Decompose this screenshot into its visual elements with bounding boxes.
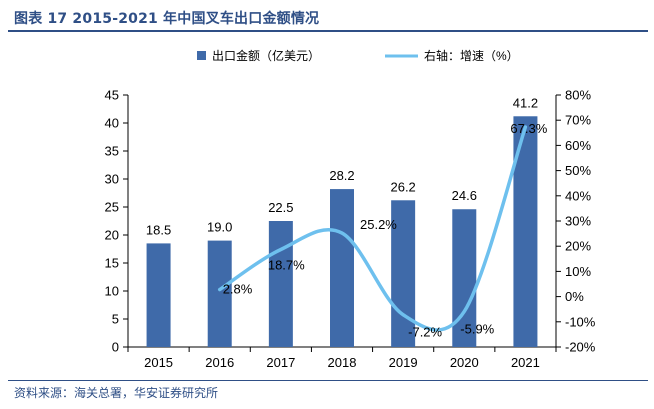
bar-value-label: 18.5 bbox=[146, 222, 171, 237]
right-tick-label: 0% bbox=[565, 289, 584, 304]
legend-bar-label: 出口金额（亿美元） bbox=[212, 48, 320, 63]
right-tick-label: 10% bbox=[565, 264, 591, 279]
right-tick-label: 60% bbox=[565, 138, 591, 153]
x-tick-label: 2018 bbox=[328, 355, 357, 370]
combo-chart: 出口金额（亿美元） 右轴：增速（%） 0 5 10 15 20 25 30 35 40 45 -20… bbox=[105, 48, 596, 370]
left-tick-label: 15 bbox=[105, 256, 119, 271]
left-tick-label: 45 bbox=[105, 88, 119, 103]
bar bbox=[330, 189, 354, 347]
x-tick-label: 2016 bbox=[205, 355, 234, 370]
right-tick-label: 30% bbox=[565, 214, 591, 229]
x-tick-label: 2019 bbox=[389, 355, 418, 370]
right-tick-label: -20% bbox=[565, 340, 596, 355]
left-tick-label: 35 bbox=[105, 144, 119, 159]
growth-value-labels: 2.8% 18.7% 25.2% -7.2% -5.9% 67.3% bbox=[223, 121, 548, 340]
bar bbox=[391, 200, 416, 347]
title-divider bbox=[8, 30, 648, 32]
right-tick-label: 70% bbox=[565, 113, 591, 128]
right-tick-label: 50% bbox=[565, 163, 591, 178]
bar-series bbox=[146, 116, 538, 347]
x-tick-label: 2020 bbox=[450, 355, 479, 370]
x-tick-label: 2017 bbox=[266, 355, 295, 370]
bar bbox=[146, 243, 171, 347]
growth-value-label: 2.8% bbox=[223, 282, 253, 297]
left-tick-label: 30 bbox=[105, 172, 119, 187]
right-tick-label: -10% bbox=[565, 314, 596, 329]
legend-bar-swatch bbox=[197, 51, 206, 60]
source-note: 资料来源：海关总署，华安证券研究所 bbox=[14, 386, 219, 400]
growth-value-label: 67.3% bbox=[510, 121, 547, 136]
right-tick-label: 80% bbox=[565, 88, 591, 103]
bar-value-label: 24.6 bbox=[452, 188, 477, 203]
growth-value-label: -7.2% bbox=[408, 325, 442, 340]
x-tick-label: 2015 bbox=[144, 355, 173, 370]
x-tick-label: 2021 bbox=[511, 355, 540, 370]
bar bbox=[207, 240, 232, 347]
bar-value-label: 26.2 bbox=[390, 179, 415, 194]
bar-value-label: 28.2 bbox=[329, 168, 354, 183]
chart-legend: 出口金额（亿美元） 右轴：增速（%） bbox=[197, 48, 519, 63]
growth-value-label: 25.2% bbox=[360, 217, 397, 232]
bar-value-label: 19.0 bbox=[207, 220, 232, 235]
bar bbox=[268, 221, 293, 347]
growth-line bbox=[217, 125, 528, 332]
left-tick-label: 20 bbox=[105, 228, 119, 243]
growth-line-series bbox=[217, 125, 528, 332]
growth-value-label: -5.9% bbox=[460, 321, 494, 336]
bar-value-labels: 18.5 19.0 22.5 28.2 26.2 24.6 41.2 bbox=[146, 95, 538, 237]
left-tick-label: 0 bbox=[112, 340, 119, 355]
left-tick-label: 10 bbox=[105, 284, 119, 299]
right-tick-label: 40% bbox=[565, 188, 591, 203]
left-tick-label: 25 bbox=[105, 200, 119, 215]
bar-value-label: 41.2 bbox=[513, 95, 538, 110]
source-divider bbox=[8, 380, 648, 381]
growth-value-label: 18.7% bbox=[268, 257, 305, 272]
bar bbox=[452, 209, 477, 347]
legend-line-label: 右轴：增速（%） bbox=[424, 48, 519, 63]
bar-value-label: 22.5 bbox=[268, 200, 293, 215]
x-axis: 2015 2016 2017 2018 2019 2020 2021 bbox=[127, 346, 557, 370]
left-tick-label: 40 bbox=[105, 116, 119, 131]
left-y-axis: 0 5 10 15 20 25 30 35 40 45 bbox=[105, 88, 129, 355]
right-y-axis: -20% -10% 0% 10% 20% 30% 40% 50% 60% 70% 80% bbox=[555, 88, 596, 355]
left-tick-label: 5 bbox=[112, 312, 119, 327]
right-tick-label: 20% bbox=[565, 239, 591, 254]
figure-title: 图表 17 2015-2021 年中国叉车出口金额情况 bbox=[14, 11, 320, 27]
